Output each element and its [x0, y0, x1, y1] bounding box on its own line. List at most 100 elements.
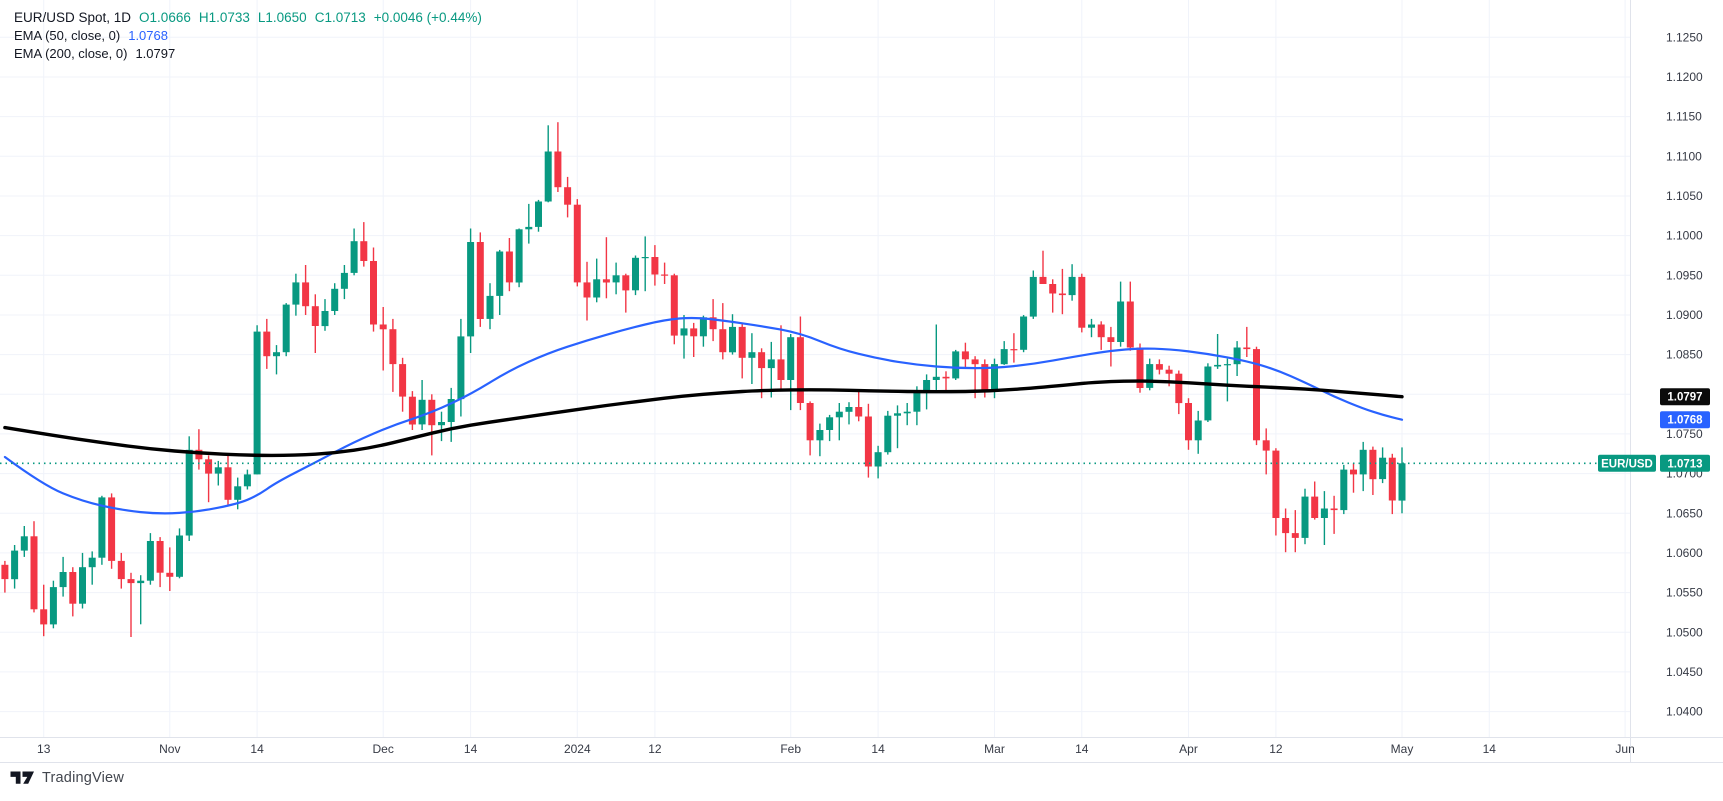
candle-body-down [1282, 518, 1290, 534]
candle-body-up [418, 399, 426, 425]
candle-body-up [447, 399, 455, 422]
candle-body-up [457, 336, 465, 400]
candle-body-down [1126, 301, 1134, 348]
candle-body-down [505, 251, 513, 283]
time-axis-label: 14 [1075, 742, 1089, 756]
price-axis-label: 1.0400 [1666, 705, 1703, 719]
candle-body-up [496, 251, 504, 296]
candle-body-down [1350, 469, 1357, 475]
candle-body-down [796, 337, 804, 403]
ema50-label: EMA (50, close, 0) [14, 28, 121, 43]
candle-body-up [767, 359, 775, 369]
candles-layer[interactable] [1, 122, 1406, 637]
candle-body-up [176, 535, 183, 577]
candle-body-down [379, 324, 387, 330]
candle-body-up [146, 541, 154, 581]
candle-body-up [1117, 301, 1125, 342]
tradingview-attribution[interactable]: TradingView [10, 769, 124, 786]
candle-body-down [40, 609, 48, 625]
candle-body-up [1194, 420, 1202, 441]
candle-body-down [1, 564, 9, 580]
candle-body-up [88, 557, 96, 568]
candle-body-up [593, 279, 601, 298]
candle-body-down [1010, 349, 1018, 351]
candle-body-down [408, 396, 416, 425]
candle-body-down [1049, 284, 1057, 294]
candle-body-down [1078, 276, 1086, 328]
candle-body-down [1185, 403, 1192, 441]
legend-open-value: O1.0666 [139, 9, 191, 25]
candle-body-down [360, 241, 368, 261]
symbol-title[interactable]: EUR/USD Spot, 1D [14, 9, 132, 25]
candle-body-up [932, 376, 940, 380]
legend-change-value: +0.0046 (+0.44%) [373, 9, 482, 25]
price-axis-label: 1.0950 [1666, 268, 1703, 282]
pane-borders [0, 0, 1723, 763]
candle-body-up [1000, 349, 1008, 365]
candle-body-up [234, 486, 242, 500]
candle-body-up [544, 151, 552, 202]
candle-body-up [486, 295, 494, 319]
candle-body-up [612, 275, 620, 283]
candle-body-up [79, 567, 86, 604]
ema200-label: EMA (200, close, 0) [14, 46, 128, 61]
candle-body-up [903, 411, 911, 414]
candle-body-down [1097, 324, 1105, 338]
candle-body-down [564, 187, 572, 205]
legend-symbol-row[interactable]: EUR/USD Spot, 1D O1.0666 H1.0733 L1.0650… [14, 8, 482, 26]
last-price-badge-label: 1.0713 [1667, 458, 1702, 470]
candle-body-down [1136, 347, 1144, 388]
candle-body-up [1301, 496, 1309, 538]
candle-body-up [816, 430, 824, 441]
candle-body-down [864, 416, 872, 467]
last-price-symbol-badge [1598, 454, 1656, 472]
candle-body-down [311, 306, 319, 326]
candle-body-down [127, 579, 135, 584]
price-axis-label: 1.0900 [1666, 308, 1703, 322]
candle-body-up [467, 242, 475, 337]
candle-body-down [942, 376, 950, 379]
candle-body-up [1359, 449, 1367, 475]
candle-body-down [719, 329, 727, 353]
legend-ema50-row[interactable]: EMA (50, close, 0) 1.0768 [14, 27, 482, 44]
legend-ema200-row[interactable]: EMA (200, close, 0) 1.0797 [14, 45, 482, 62]
price-axis[interactable]: 1.0400 1.0450 1.0500 1.0550 1.0600 1.0650 1.07… [1666, 30, 1703, 718]
candle-body-up [748, 352, 756, 358]
candle-body-up [632, 257, 639, 291]
candle-body-down [156, 541, 164, 573]
candle-body-up [273, 352, 280, 357]
candle-body-down [69, 572, 77, 604]
candle-body-up [1146, 364, 1154, 388]
candle-body-down [1291, 533, 1299, 538]
horizontal-gridlines [0, 36, 1630, 713]
ema50-price-badge-label: 1.0768 [1667, 415, 1703, 427]
ema200-line [3, 379, 1404, 458]
candle-body-up [331, 288, 339, 311]
time-axis-label: Apr [1179, 742, 1198, 756]
candle-body-up [913, 390, 921, 412]
legend: EUR/USD Spot, 1D O1.0666 H1.0733 L1.0650… [14, 8, 482, 62]
candle-body-up [787, 337, 795, 380]
candle-body-up [515, 229, 523, 283]
price-axis-label: 1.0650 [1666, 506, 1703, 520]
candle-body-down [117, 560, 125, 580]
time-axis-label: 12 [1269, 742, 1283, 756]
ema200-value: 1.0797 [135, 46, 176, 61]
candle-body-down [961, 351, 969, 360]
price-axis-label: 1.1150 [1666, 110, 1702, 124]
candle-body-down [399, 364, 407, 397]
candle-body-down [1243, 347, 1251, 350]
candle-body-up [282, 304, 290, 353]
candle-body-up [1088, 324, 1095, 328]
candle-body-down [758, 352, 766, 369]
candle-body-up [874, 452, 882, 467]
time-axis[interactable]: 13 Nov 14 Dec 14 2024 12 Feb 14 Mar 14 Apr 12 May 14 Ju… [37, 742, 1635, 756]
candle-body-up [1398, 463, 1406, 501]
ema50-price-badge [1660, 411, 1710, 429]
candle-body-up [321, 311, 329, 327]
candle-body-up [1204, 366, 1212, 421]
candle-body-down [583, 282, 591, 298]
candle-body-down [661, 274, 669, 276]
